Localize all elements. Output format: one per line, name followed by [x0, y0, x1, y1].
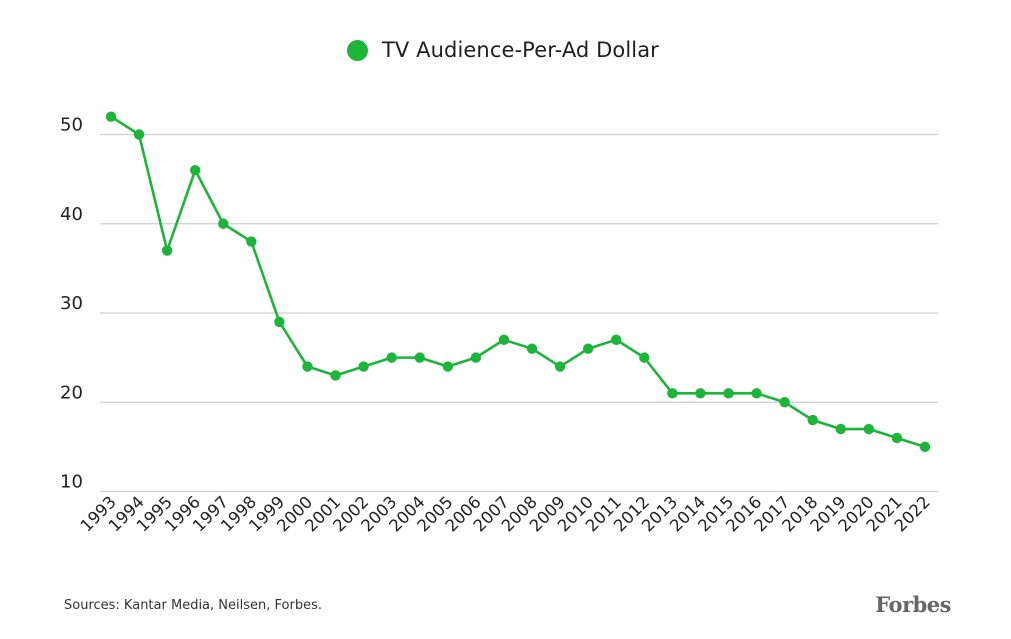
y-tick-label-10: 10 [60, 472, 83, 493]
legend-marker [347, 39, 368, 61]
data-point-2021 [891, 432, 903, 444]
data-point-2012 [639, 352, 650, 363]
data-point-2002 [358, 361, 369, 372]
data-point-2015 [723, 388, 734, 399]
data-point-2007 [498, 334, 510, 345]
data-point-2011 [611, 334, 622, 345]
y-tick-label-30: 30 [60, 293, 83, 314]
y-tick-label-50: 50 [60, 115, 83, 136]
y-tick-label-40: 40 [60, 204, 83, 225]
data-point-2006 [470, 352, 482, 363]
data-point-2010 [582, 343, 594, 354]
data-point-2001 [330, 370, 341, 381]
data-point-1996 [190, 165, 201, 176]
y-tick-label-20: 20 [60, 382, 83, 403]
data-point-2003 [386, 352, 397, 363]
data-point-2019 [835, 423, 846, 435]
forbes-logo: Forbes [875, 592, 951, 617]
data-point-1997 [218, 218, 229, 229]
data-point-2009 [554, 361, 566, 372]
gridlines [100, 133, 938, 493]
data-point-1998 [246, 236, 257, 247]
data-point-1993 [105, 111, 117, 122]
data-point-2016 [751, 388, 762, 399]
data-point-2013 [667, 388, 678, 399]
data-point-2008 [526, 343, 538, 354]
source-note: Sources: Kantar Media, Neilsen, Forbes. [64, 598, 322, 613]
data-point-1999 [274, 316, 285, 328]
data-point-2017 [779, 397, 790, 408]
data-point-1994 [133, 129, 145, 140]
data-point-2004 [414, 352, 425, 363]
data-point-2020 [863, 423, 875, 435]
chart-legend: TV Audience-Per-Ad Dollar [347, 35, 659, 65]
data-point-2014 [695, 388, 706, 399]
data-point-2018 [807, 414, 818, 426]
legend-label: TV Audience-Per-Ad Dollar [382, 38, 659, 62]
x-axis-ticks: 1993199419951996199719981999200020012002… [77, 492, 934, 535]
data-point-1995 [161, 245, 173, 256]
data-point-2022 [919, 441, 931, 453]
data-point-2000 [302, 361, 313, 372]
series-line-0 [110, 115, 926, 449]
y-axis-ticks: 10 20 30 40 50 [60, 115, 83, 493]
data-point-2005 [442, 361, 454, 372]
series-layer [105, 111, 931, 453]
